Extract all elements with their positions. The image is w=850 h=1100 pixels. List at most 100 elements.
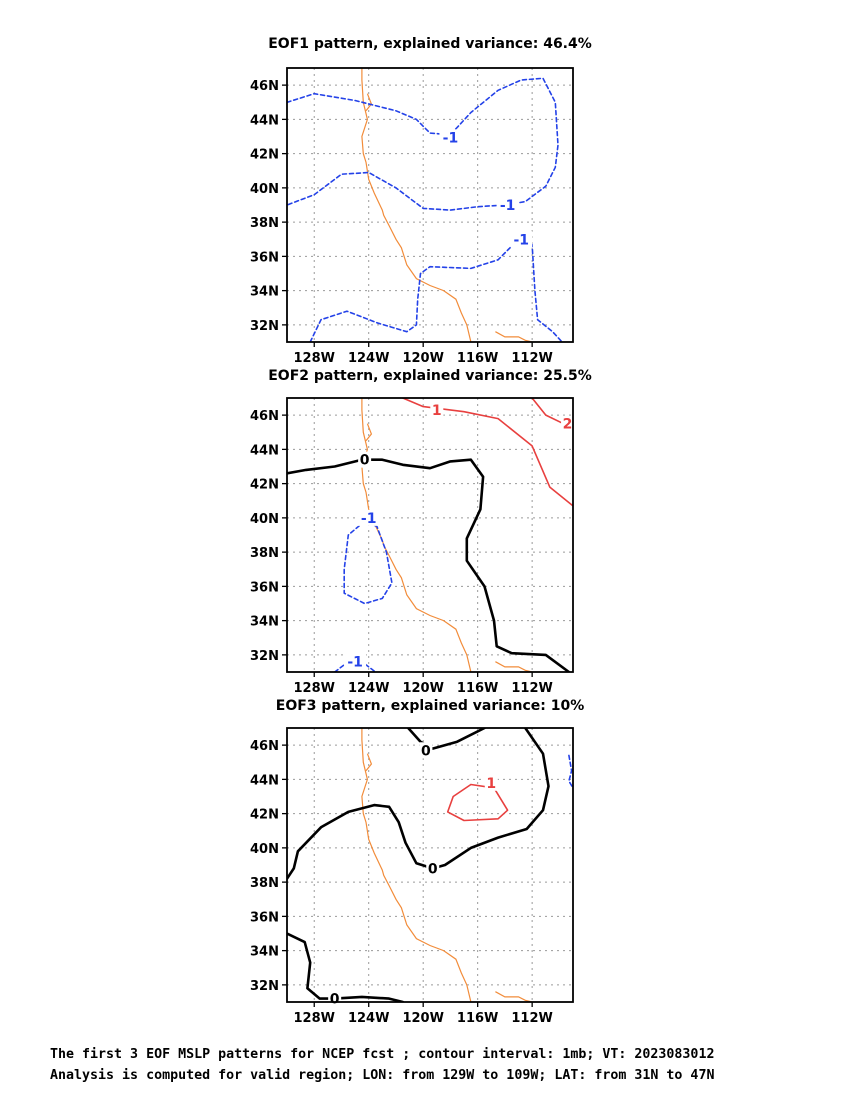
- y-tick-label: 38N: [250, 216, 279, 231]
- contour-label-text: 1: [486, 776, 496, 792]
- y-tick-label: 46N: [250, 409, 279, 424]
- y-tick-label: 36N: [250, 580, 279, 595]
- contour-label-text: 1: [432, 403, 442, 419]
- plot-frame: [286, 67, 574, 343]
- y-tick-label: 34N: [250, 945, 279, 960]
- contour-line-0: [406, 728, 486, 750]
- contour-label-background: [439, 129, 462, 146]
- coastline-west-coast: [361, 728, 472, 1002]
- y-tick-label: 40N: [250, 512, 279, 527]
- contour-label-background: [358, 451, 372, 468]
- y-tick-label: 32N: [250, 319, 279, 334]
- contour-label-background: [426, 860, 440, 877]
- x-tick-label: 124W: [348, 351, 389, 366]
- contour-label: 0: [419, 742, 433, 759]
- x-tick-label: 112W: [511, 681, 552, 696]
- contour-label-background: [484, 774, 498, 791]
- contour-label: 0: [328, 990, 342, 1008]
- coastline-gulf-coast: [495, 991, 533, 1002]
- x-tick-label: 128W: [293, 1011, 334, 1026]
- plot-frame: [286, 727, 574, 1003]
- contour-label-background: [419, 742, 433, 759]
- contour-line-0: [287, 932, 405, 1002]
- axis-ticks: 128W 124W 120W 116W 112W 32N 34N 36N 38N 40N 42N 44…: [250, 739, 553, 1026]
- y-tick-label: 34N: [250, 285, 279, 300]
- contour-label: -1: [439, 129, 462, 146]
- contour-label-background: [496, 197, 519, 213]
- coastline-gulf-coast: [495, 661, 533, 672]
- contour-line-minus-1: [568, 754, 573, 789]
- coastline-gulf-coast: [495, 331, 533, 342]
- y-tick-label: 32N: [250, 649, 279, 664]
- contour-label-background: [344, 653, 367, 670]
- contour-lines: [287, 77, 563, 342]
- contour-label-background: [510, 231, 533, 248]
- coastline: [361, 398, 533, 672]
- contour-label: 2: [561, 415, 575, 433]
- x-tick-label: 128W: [293, 351, 334, 366]
- contour-line-0: [287, 728, 550, 881]
- eof-panel-2: EOF2 pattern, explained variance: 25.5% 1…: [250, 368, 592, 696]
- contour-label: -1: [496, 197, 519, 214]
- contour-line-minus-1: [343, 520, 393, 605]
- y-tick-label: 46N: [250, 79, 279, 94]
- y-tick-label: 40N: [250, 842, 279, 857]
- coastline-inlet: [365, 93, 373, 112]
- gridlines: [287, 398, 573, 672]
- contour-label-text: -1: [513, 232, 529, 248]
- contour-line-0: [287, 458, 571, 672]
- contour-line-1: [401, 398, 573, 507]
- y-tick-label: 44N: [250, 773, 279, 788]
- coastline-west-coast: [361, 68, 472, 342]
- gridlines: [287, 68, 573, 342]
- contour-label: 0: [358, 451, 372, 469]
- x-tick-label: 128W: [293, 681, 334, 696]
- x-tick-label: 116W: [457, 1011, 498, 1026]
- y-tick-label: 42N: [250, 478, 279, 493]
- x-tick-label: 124W: [348, 1011, 389, 1026]
- contour-label-text: -1: [443, 130, 459, 146]
- y-tick-label: 46N: [250, 739, 279, 754]
- gridlines: [287, 728, 573, 1002]
- figure-caption: The first 3 EOF MSLP patterns for NCEP f…: [50, 1044, 714, 1086]
- contour-label: -1: [510, 231, 533, 248]
- contour-label: 1: [430, 401, 444, 419]
- y-tick-label: 44N: [250, 443, 279, 458]
- contour-label: -1: [357, 509, 380, 527]
- x-tick-label: 120W: [402, 681, 443, 696]
- contour-lines: [287, 398, 573, 672]
- y-tick-label: 44N: [250, 113, 279, 128]
- y-tick-label: 38N: [250, 876, 279, 891]
- contour-label-text: -1: [500, 198, 516, 214]
- x-tick-label: 112W: [511, 351, 552, 366]
- x-tick-label: 124W: [348, 681, 389, 696]
- contour-lines: [287, 728, 573, 1002]
- y-tick-label: 38N: [250, 546, 279, 561]
- coastline-inlet: [365, 753, 373, 772]
- coastline-inlet: [365, 423, 373, 442]
- eof-panel-1: EOF1 pattern, explained variance: 46.4% -…: [250, 36, 592, 366]
- contour-label-text: 0: [421, 743, 431, 759]
- contour-label-text: 0: [428, 861, 438, 877]
- y-tick-label: 42N: [250, 148, 279, 163]
- contour-label-background: [561, 415, 575, 432]
- contour-label-text: 2: [563, 417, 573, 433]
- eof-figure: EOF1 pattern, explained variance: 46.4% -…: [250, 36, 592, 1026]
- contour-label-background: [357, 509, 380, 526]
- contour-label-text: 0: [330, 992, 340, 1008]
- panel-title: EOF1 pattern, explained variance: 46.4%: [268, 36, 592, 52]
- panel-title: EOF3 pattern, explained variance: 10%: [276, 698, 584, 714]
- y-tick-label: 40N: [250, 182, 279, 197]
- panel-title: EOF2 pattern, explained variance: 25.5%: [268, 368, 592, 384]
- contour-label-text: -1: [347, 655, 363, 671]
- coastline-west-coast: [361, 398, 472, 672]
- y-tick-label: 32N: [250, 979, 279, 994]
- coastline: [361, 728, 533, 1002]
- y-tick-label: 34N: [250, 615, 279, 630]
- contour-label: -1: [344, 653, 367, 671]
- x-tick-label: 116W: [457, 351, 498, 366]
- contour-label: 1: [484, 774, 498, 792]
- caption-line-1: The first 3 EOF MSLP patterns for NCEP f…: [50, 1047, 715, 1062]
- y-tick-label: 36N: [250, 910, 279, 925]
- x-tick-label: 120W: [402, 1011, 443, 1026]
